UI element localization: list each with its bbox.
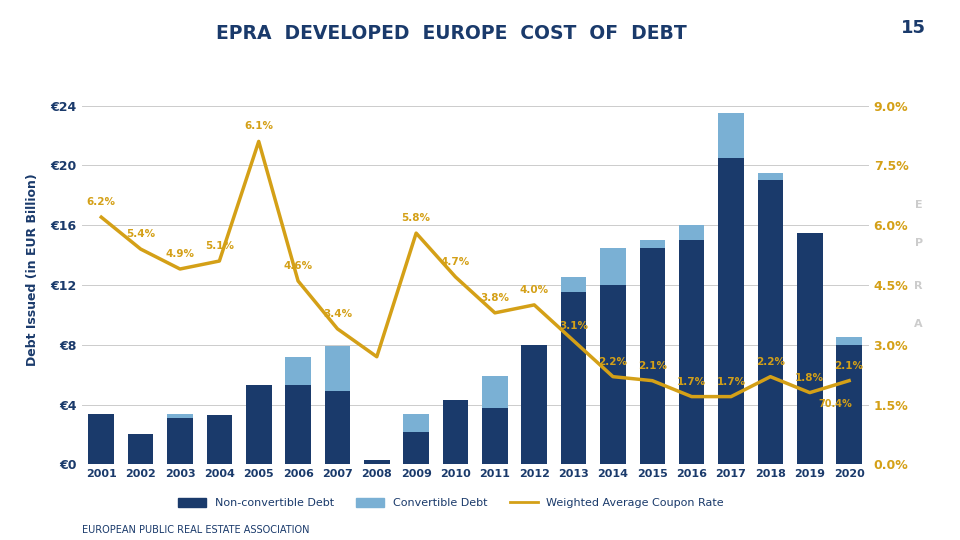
Legend: Non-convertible Debt, Convertible Debt, Weighted Average Coupon Rate: Non-convertible Debt, Convertible Debt, … bbox=[174, 494, 729, 513]
Text: 5.1%: 5.1% bbox=[204, 241, 234, 251]
Bar bbox=[128, 435, 154, 464]
Bar bbox=[482, 376, 508, 408]
Bar bbox=[718, 158, 744, 464]
Bar bbox=[639, 247, 665, 464]
Y-axis label: Debt Issued (in EUR Billion): Debt Issued (in EUR Billion) bbox=[26, 174, 39, 366]
Text: 6.1%: 6.1% bbox=[244, 122, 274, 131]
Text: 70.4%: 70.4% bbox=[819, 399, 852, 409]
Bar bbox=[403, 414, 429, 431]
Bar bbox=[206, 415, 232, 464]
Text: 4.9%: 4.9% bbox=[165, 249, 195, 259]
Text: 4.6%: 4.6% bbox=[283, 261, 313, 271]
Bar bbox=[600, 285, 626, 464]
Text: 2.2%: 2.2% bbox=[598, 357, 628, 367]
Bar bbox=[757, 180, 783, 464]
Text: 1.7%: 1.7% bbox=[677, 376, 707, 387]
Text: 4.7%: 4.7% bbox=[441, 257, 470, 267]
Bar bbox=[718, 113, 744, 158]
Bar bbox=[167, 418, 193, 464]
Bar bbox=[600, 247, 626, 285]
Bar bbox=[324, 391, 350, 464]
Text: A: A bbox=[915, 319, 923, 329]
Text: 3.1%: 3.1% bbox=[559, 321, 588, 331]
Bar bbox=[482, 408, 508, 464]
Bar bbox=[88, 414, 114, 464]
Text: 2.2%: 2.2% bbox=[756, 357, 785, 367]
Bar bbox=[246, 385, 272, 464]
Text: 15: 15 bbox=[901, 19, 926, 37]
Text: E: E bbox=[915, 200, 923, 210]
Bar bbox=[403, 431, 429, 464]
Bar bbox=[521, 345, 547, 464]
Bar bbox=[324, 346, 350, 391]
Text: 4.0%: 4.0% bbox=[519, 285, 549, 295]
Text: R: R bbox=[915, 281, 923, 291]
Bar bbox=[679, 225, 705, 240]
Bar bbox=[757, 173, 783, 180]
Text: P: P bbox=[915, 238, 923, 248]
Text: 2.1%: 2.1% bbox=[834, 361, 864, 370]
Bar bbox=[285, 385, 311, 464]
Text: 6.2%: 6.2% bbox=[86, 197, 116, 207]
Bar bbox=[364, 460, 390, 464]
Text: EUROPEAN PUBLIC REAL ESTATE ASSOCIATION: EUROPEAN PUBLIC REAL ESTATE ASSOCIATION bbox=[82, 524, 309, 535]
Text: 1.7%: 1.7% bbox=[716, 376, 746, 387]
Bar bbox=[679, 240, 705, 464]
Bar bbox=[167, 414, 193, 418]
Bar bbox=[561, 278, 587, 293]
Text: 3.4%: 3.4% bbox=[323, 309, 352, 319]
Text: 1.8%: 1.8% bbox=[795, 373, 825, 383]
Bar bbox=[836, 345, 862, 464]
Bar bbox=[836, 338, 862, 345]
Text: 5.8%: 5.8% bbox=[401, 213, 431, 223]
Bar bbox=[285, 357, 311, 385]
Bar bbox=[561, 293, 587, 464]
Bar bbox=[797, 233, 823, 464]
Text: 3.8%: 3.8% bbox=[480, 293, 510, 303]
Text: EPRA  DEVELOPED  EUROPE  COST  OF  DEBT: EPRA DEVELOPED EUROPE COST OF DEBT bbox=[216, 24, 686, 43]
Text: 5.4%: 5.4% bbox=[126, 229, 156, 239]
Text: 2.1%: 2.1% bbox=[637, 361, 667, 370]
Bar bbox=[639, 240, 665, 247]
Bar bbox=[443, 400, 468, 464]
